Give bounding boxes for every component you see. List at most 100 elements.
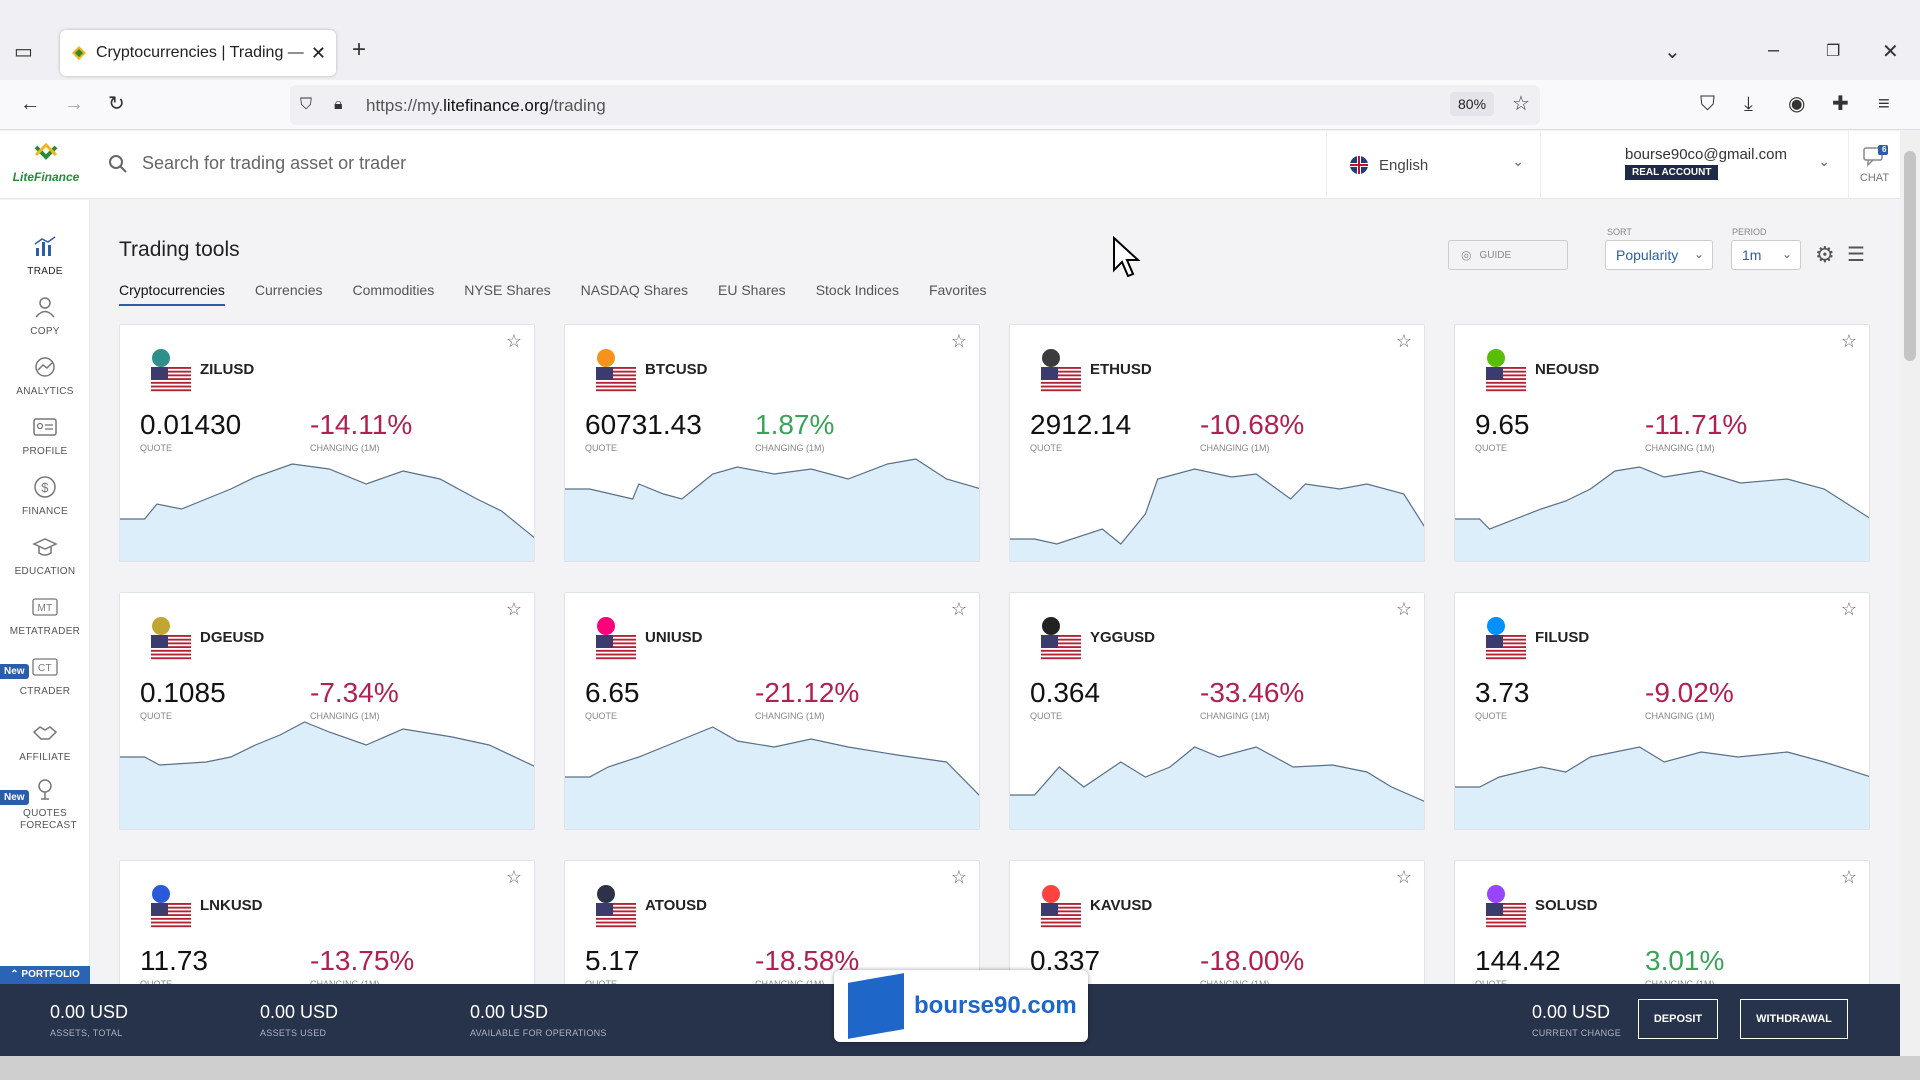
- favorite-star-icon[interactable]: ☆: [1395, 331, 1412, 351]
- tab-nasdaq-shares[interactable]: NASDAQ Shares: [580, 282, 688, 298]
- btc-coin-icon: [597, 349, 615, 367]
- search-bar[interactable]: Search for trading asset or trader: [108, 153, 406, 174]
- window-close-icon[interactable]: ✕: [1882, 41, 1899, 63]
- guide-button[interactable]: ◎ GUIDE: [1448, 240, 1568, 270]
- tab-eu-shares[interactable]: EU Shares: [717, 282, 786, 298]
- tab-currencies[interactable]: Currencies: [254, 282, 323, 298]
- forward-icon[interactable]: →: [64, 93, 84, 115]
- favorite-star-icon[interactable]: ☆: [1395, 599, 1412, 619]
- forecast-icon: [38, 779, 52, 800]
- change-value: -7.34%: [310, 677, 399, 708]
- sidebar-item-label: ANALYTICS: [16, 386, 74, 397]
- sidebar-item-ctrader[interactable]: CT CTRADER: [0, 654, 90, 697]
- asset-card[interactable]: YGGUSD ☆ 0.364 QUOTE -33.46% CHANGING (1M): [1009, 592, 1425, 830]
- asset-card[interactable]: KAVUSD☆0.337QUOTE-18.00%CHANGING (1M): [1009, 860, 1425, 984]
- asset-card[interactable]: UNIUSD ☆ 6.65 QUOTE -21.12% CHANGING (1M): [564, 592, 980, 830]
- tab-cryptocurrencies[interactable]: Cryptocurrencies: [119, 282, 225, 306]
- menu-icon[interactable]: ≡: [1878, 93, 1890, 115]
- page-scrollbar[interactable]: [1900, 131, 1920, 1056]
- portfolio-toggle[interactable]: ⌃ PORTFOLIO: [0, 966, 90, 984]
- tab-overview-icon[interactable]: ▭: [14, 41, 33, 63]
- asset-card[interactable]: ATOUSD ☆ 5.17 QUOTE -18.58% CHANGING (1M): [564, 860, 980, 984]
- favorite-star-icon[interactable]: ☆: [1840, 867, 1857, 887]
- sort-value: Popularity: [1616, 247, 1679, 263]
- bookmark-star-icon[interactable]: ☆: [1512, 93, 1530, 115]
- sidebar-item-affiliate[interactable]: AFFILIATE: [0, 720, 90, 763]
- favorite-star-icon[interactable]: ☆: [950, 599, 967, 619]
- asset-card[interactable]: FILUSD ☆ 3.73 QUOTE -9.02% CHANGING (1M): [1454, 592, 1870, 830]
- new-tab-icon[interactable]: +: [352, 36, 367, 63]
- tab-nyse-shares[interactable]: NYSE Shares: [464, 282, 551, 298]
- favorite-star-icon[interactable]: ☆: [1395, 867, 1412, 887]
- account-menu[interactable]: bourse90co@gmail.com REAL ACCOUNT ⌄: [1540, 131, 1848, 199]
- favorite-star-icon[interactable]: ☆: [950, 867, 967, 887]
- settings-gear-icon[interactable]: ⚙: [1815, 242, 1835, 267]
- change-label: CHANGING (1M): [310, 443, 380, 453]
- scrollbar-thumb[interactable]: [1904, 151, 1916, 361]
- minimize-icon[interactable]: –: [1768, 39, 1780, 61]
- withdrawal-button[interactable]: WITHDRAWAL: [1740, 999, 1848, 1039]
- asset-symbol: ETHUSD: [1090, 361, 1152, 378]
- sidebar-item-trade[interactable]: TRADE: [0, 234, 90, 277]
- reload-icon[interactable]: ↻: [108, 93, 125, 115]
- asset-card[interactable]: SOLUSD ☆ 144.42 QUOTE 3.01% CHANGING (1M): [1454, 860, 1870, 984]
- extensions-icon[interactable]: ✚: [1832, 93, 1849, 115]
- id-card-icon: [33, 418, 57, 436]
- restore-icon[interactable]: ❐: [1826, 43, 1841, 60]
- sidebar-item-metatrader[interactable]: MT METATRADER: [0, 594, 90, 637]
- app-header: LiteFinance Search for trading asset or …: [0, 131, 1900, 199]
- us-flag-icon: [151, 367, 191, 393]
- quote-value: 0.364: [1030, 677, 1101, 708]
- eth-coin-icon: [1042, 349, 1060, 367]
- change-value: -18.00%: [1200, 945, 1305, 976]
- lock-icon[interactable]: 🔒︎: [334, 96, 343, 113]
- sidebar-item-education[interactable]: EDUCATION: [0, 534, 90, 577]
- price-sparkline: [1455, 746, 1869, 829]
- favorite-star-icon[interactable]: ☆: [1840, 331, 1857, 351]
- sidebar-item-finance[interactable]: $ FINANCE: [0, 474, 90, 517]
- asset-card[interactable]: DGEUSD ☆ 0.1085 QUOTE -7.34% CHANGING (1M): [119, 592, 535, 830]
- zoom-level[interactable]: 80%: [1450, 92, 1495, 116]
- watermark-text: bourse90.com: [914, 992, 1077, 1019]
- search-input[interactable]: Search for trading asset or trader: [142, 153, 407, 173]
- us-flag-icon: [596, 903, 636, 929]
- quote-label: QUOTE: [585, 979, 618, 984]
- shield-icon[interactable]: ⛉: [300, 96, 313, 113]
- sidebar-item-profile[interactable]: PROFILE: [0, 414, 90, 457]
- ygg-coin-icon: [1042, 617, 1060, 635]
- logo[interactable]: LiteFinance: [8, 142, 84, 184]
- asset-card[interactable]: LNKUSD ☆ 11.73 QUOTE -13.75% CHANGING (1M): [119, 860, 535, 984]
- sidebar-item-copy[interactable]: COPY: [0, 294, 90, 337]
- deposit-button[interactable]: DEPOSIT: [1638, 999, 1718, 1039]
- account-icon[interactable]: ◉: [1788, 93, 1806, 115]
- url-bar[interactable]: ⛉ 🔒︎ https://my.litefinance.org/trading …: [290, 85, 1540, 125]
- asset-card[interactable]: ZILUSD ☆ 0.01430 QUOTE -14.11% CHANGING (1M): [119, 324, 535, 562]
- tab-list-chevron-icon[interactable]: ⌄: [1664, 41, 1681, 63]
- favorite-star-icon[interactable]: ☆: [1840, 599, 1857, 619]
- download-icon[interactable]: ⤓: [1744, 93, 1753, 115]
- tab-commodities[interactable]: Commodities: [352, 282, 435, 298]
- favorite-star-icon[interactable]: ☆: [505, 599, 522, 619]
- sidebar-item-analytics[interactable]: ANALYTICS: [0, 354, 90, 397]
- browser-tab[interactable]: Cryptocurrencies | Trading — Li ✕: [60, 30, 336, 76]
- back-icon[interactable]: ←: [20, 93, 40, 115]
- period-select[interactable]: 1m ⌄: [1731, 240, 1801, 270]
- asset-card[interactable]: ETHUSD ☆ 2912.14 QUOTE -10.68% CHANGING (1M): [1009, 324, 1425, 562]
- tab-stock-indices[interactable]: Stock Indices: [815, 282, 899, 298]
- close-tab-icon[interactable]: ✕: [310, 42, 326, 63]
- sidebar-item-label: FINANCE: [22, 506, 68, 517]
- sort-select[interactable]: Popularity ⌄: [1605, 240, 1713, 270]
- change-label: CHANGING (1M): [755, 979, 825, 984]
- quote-label: QUOTE: [1475, 711, 1508, 721]
- tab-favorites[interactable]: Favorites: [928, 282, 987, 298]
- list-view-icon[interactable]: ☰: [1847, 244, 1865, 266]
- asset-card[interactable]: BTCUSD ☆ 60731.43 QUOTE 1.87% CHANGING (1M): [564, 324, 980, 562]
- chat-button[interactable]: 6 CHAT: [1848, 131, 1900, 199]
- language-selector[interactable]: English ⌄: [1326, 131, 1540, 199]
- asset-card[interactable]: NEOUSD ☆ 9.65 QUOTE -11.71% CHANGING (1M): [1454, 324, 1870, 562]
- favorite-star-icon[interactable]: ☆: [950, 331, 967, 351]
- favorite-star-icon[interactable]: ☆: [505, 867, 522, 887]
- favorite-star-icon[interactable]: ☆: [505, 331, 522, 351]
- pocket-icon[interactable]: ⛉: [1700, 93, 1715, 115]
- sidebar-item-quotes-forecast[interactable]: QUOTES FORECAST: [0, 776, 90, 832]
